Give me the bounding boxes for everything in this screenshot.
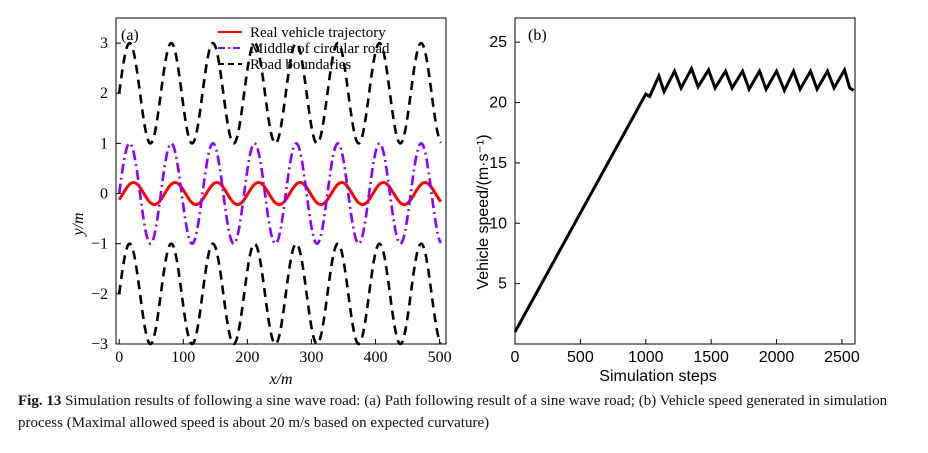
legend-label-1: Middle of circular road — [250, 41, 390, 57]
x-tick-label: 2500 — [824, 349, 860, 366]
y-tick-label: −3 — [91, 336, 108, 353]
panel-a-frame — [115, 17, 447, 345]
y-tick-label: 25 — [489, 34, 507, 51]
x-tick-label: 0 — [115, 349, 123, 366]
x-tick-label: 100 — [171, 349, 195, 366]
x-tick-label: 500 — [567, 349, 594, 366]
panel-a-xlabel: x/m — [268, 371, 292, 388]
x-tick-label: 200 — [235, 349, 259, 366]
x-tick-label: 1500 — [693, 349, 729, 366]
panel-a-ticks: 0 100 200 300 400 500 −3 −2 −1 0 1 2 3 — [91, 35, 452, 366]
x-tick-label: 500 — [428, 349, 452, 366]
x-tick-label: 2000 — [759, 349, 795, 366]
figure-caption: Fig. 13 Simulation results of following … — [18, 390, 918, 434]
x-tick-label: 1000 — [628, 349, 664, 366]
legend-label-0: Real vehicle trajectory — [250, 25, 386, 41]
caption-text: Simulation results of following a sine w… — [18, 393, 888, 431]
panel-a-ylabel: y/m — [70, 212, 87, 237]
panel-b-ylabel: Vehicle speed/(m·s⁻¹) — [475, 134, 492, 289]
panel-a-label: (a) — [121, 27, 139, 44]
series-line-1 — [117, 142, 442, 246]
panel-b-label: (b) — [528, 27, 547, 44]
y-tick-label: 20 — [489, 95, 507, 112]
y-tick-label: 1 — [100, 135, 108, 152]
y-tick-label: 5 — [498, 276, 507, 293]
x-tick-label: 0 — [511, 349, 520, 366]
panel-b-frame — [514, 17, 856, 345]
panel-b-ticks: 0 500 1000 1500 2000 2500 5 10 15 20 25 — [489, 34, 860, 366]
panel-a: 0 100 200 300 400 500 −3 −2 −1 0 1 2 3 (a) Real vehi… — [70, 17, 452, 388]
y-tick-label: 15 — [489, 155, 507, 172]
y-tick-label: 10 — [489, 215, 507, 232]
legend-label-2: Road boundaries — [250, 57, 351, 73]
x-tick-label: 400 — [364, 349, 388, 366]
y-tick-label: −1 — [91, 236, 108, 253]
series-line-3 — [117, 242, 442, 346]
series-line-0 — [117, 181, 443, 207]
y-tick-label: 2 — [100, 85, 108, 102]
x-tick-label: 300 — [299, 349, 323, 366]
series-line-2 — [117, 41, 442, 145]
panel-a-series — [117, 41, 443, 346]
panel-b-series — [513, 65, 855, 333]
caption-label: Fig. 13 — [18, 393, 62, 409]
y-tick-label: −2 — [91, 286, 108, 303]
panel-b-xlabel: Simulation steps — [599, 368, 716, 385]
y-tick-label: 3 — [100, 35, 108, 52]
speed-line-0 — [513, 65, 855, 333]
y-tick-label: 0 — [100, 186, 108, 203]
panel-b: 0 500 1000 1500 2000 2500 5 10 15 20 25 (b) Simula… — [475, 17, 860, 385]
